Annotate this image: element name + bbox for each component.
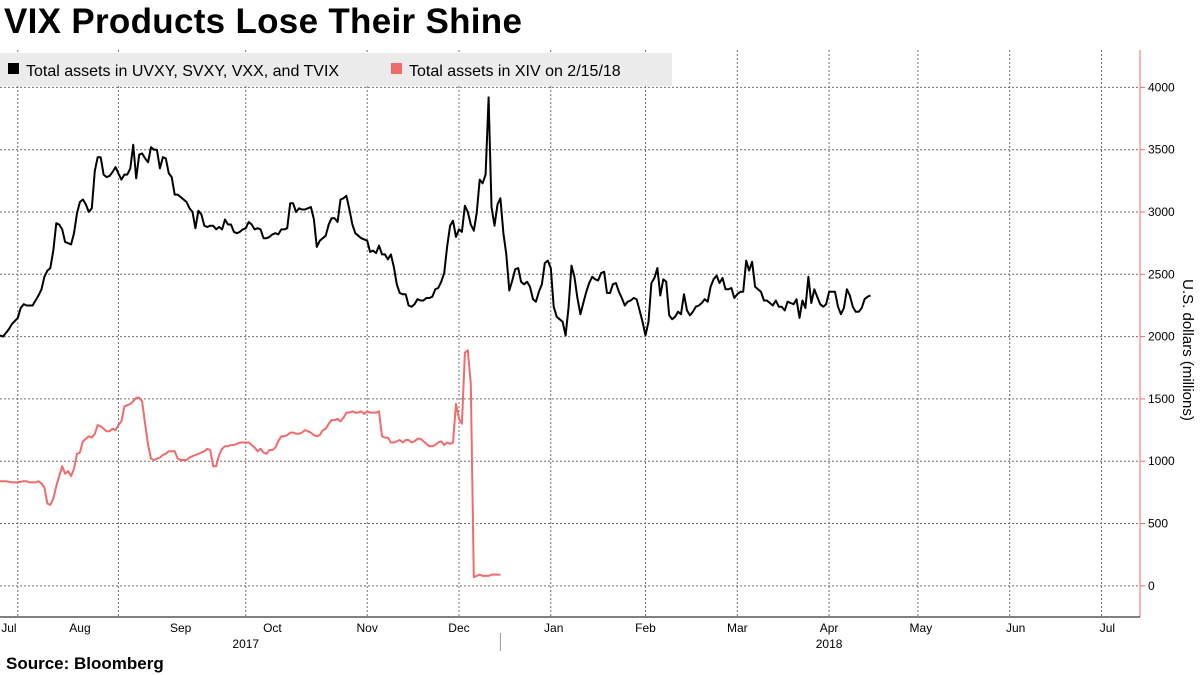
- legend: Total assets in UVXY, SVXY, VXX, and TVI…: [0, 53, 672, 86]
- x-tick-label: Mar: [727, 621, 748, 635]
- y-tick-label: 2000: [1148, 330, 1175, 344]
- y-tick-label: 1000: [1148, 454, 1175, 468]
- series-lines: [0, 96, 871, 579]
- x-tick-label: Feb: [635, 621, 656, 635]
- y-tick-label: 2500: [1148, 267, 1175, 281]
- legend-swatch-black: [8, 63, 19, 74]
- x-tick-label: Nov: [356, 621, 377, 635]
- legend-label-total-assets-uvxy-svxy-vxx-tvix: Total assets in UVXY, SVXY, VXX, and TVI…: [26, 63, 339, 80]
- legend-label-total-assets-xiv: Total assets in XIV on 2/15/18: [409, 63, 621, 80]
- x-tick-label: Apr: [820, 621, 839, 635]
- legend-background: [0, 53, 672, 86]
- y-axis-label: U.S. dollars (millions): [1179, 279, 1196, 421]
- y-tick-label: 0: [1148, 579, 1155, 593]
- x-tick-label: Jun: [1006, 621, 1025, 635]
- y-tick-label: 4000: [1148, 80, 1175, 94]
- y-tick-label: 500: [1148, 517, 1168, 531]
- y-tick-label: 3000: [1148, 205, 1175, 219]
- series-line-uvxy-svxy-vxx-tvix: [0, 96, 871, 338]
- gridlines: [0, 50, 1140, 617]
- x-year-label: 2017: [232, 637, 259, 651]
- x-tick-label: Aug: [69, 621, 90, 635]
- legend-swatch-red: [391, 63, 402, 74]
- x-tick-label: Jan: [544, 621, 563, 635]
- x-year-label: 2018: [816, 637, 843, 651]
- y-tick-label: 3500: [1148, 143, 1175, 157]
- x-tick-label: Dec: [448, 621, 469, 635]
- x-tick-label: Jul: [1100, 621, 1115, 635]
- y-tick-label: 1500: [1148, 392, 1175, 406]
- chart-title: VIX Products Lose Their Shine: [4, 2, 523, 41]
- x-tick-label: Sep: [170, 621, 192, 635]
- series-line-xiv: [0, 349, 501, 579]
- x-tick-label: May: [910, 621, 933, 635]
- x-tick-label: Jul: [1, 621, 16, 635]
- axis-ticks: 0 500 1000 1500 2000 2500 3000 3500 4000 Jul Aug Se…: [0, 50, 1175, 651]
- source-note: Source: Bloomberg: [6, 654, 164, 673]
- x-tick-label: Oct: [263, 621, 282, 635]
